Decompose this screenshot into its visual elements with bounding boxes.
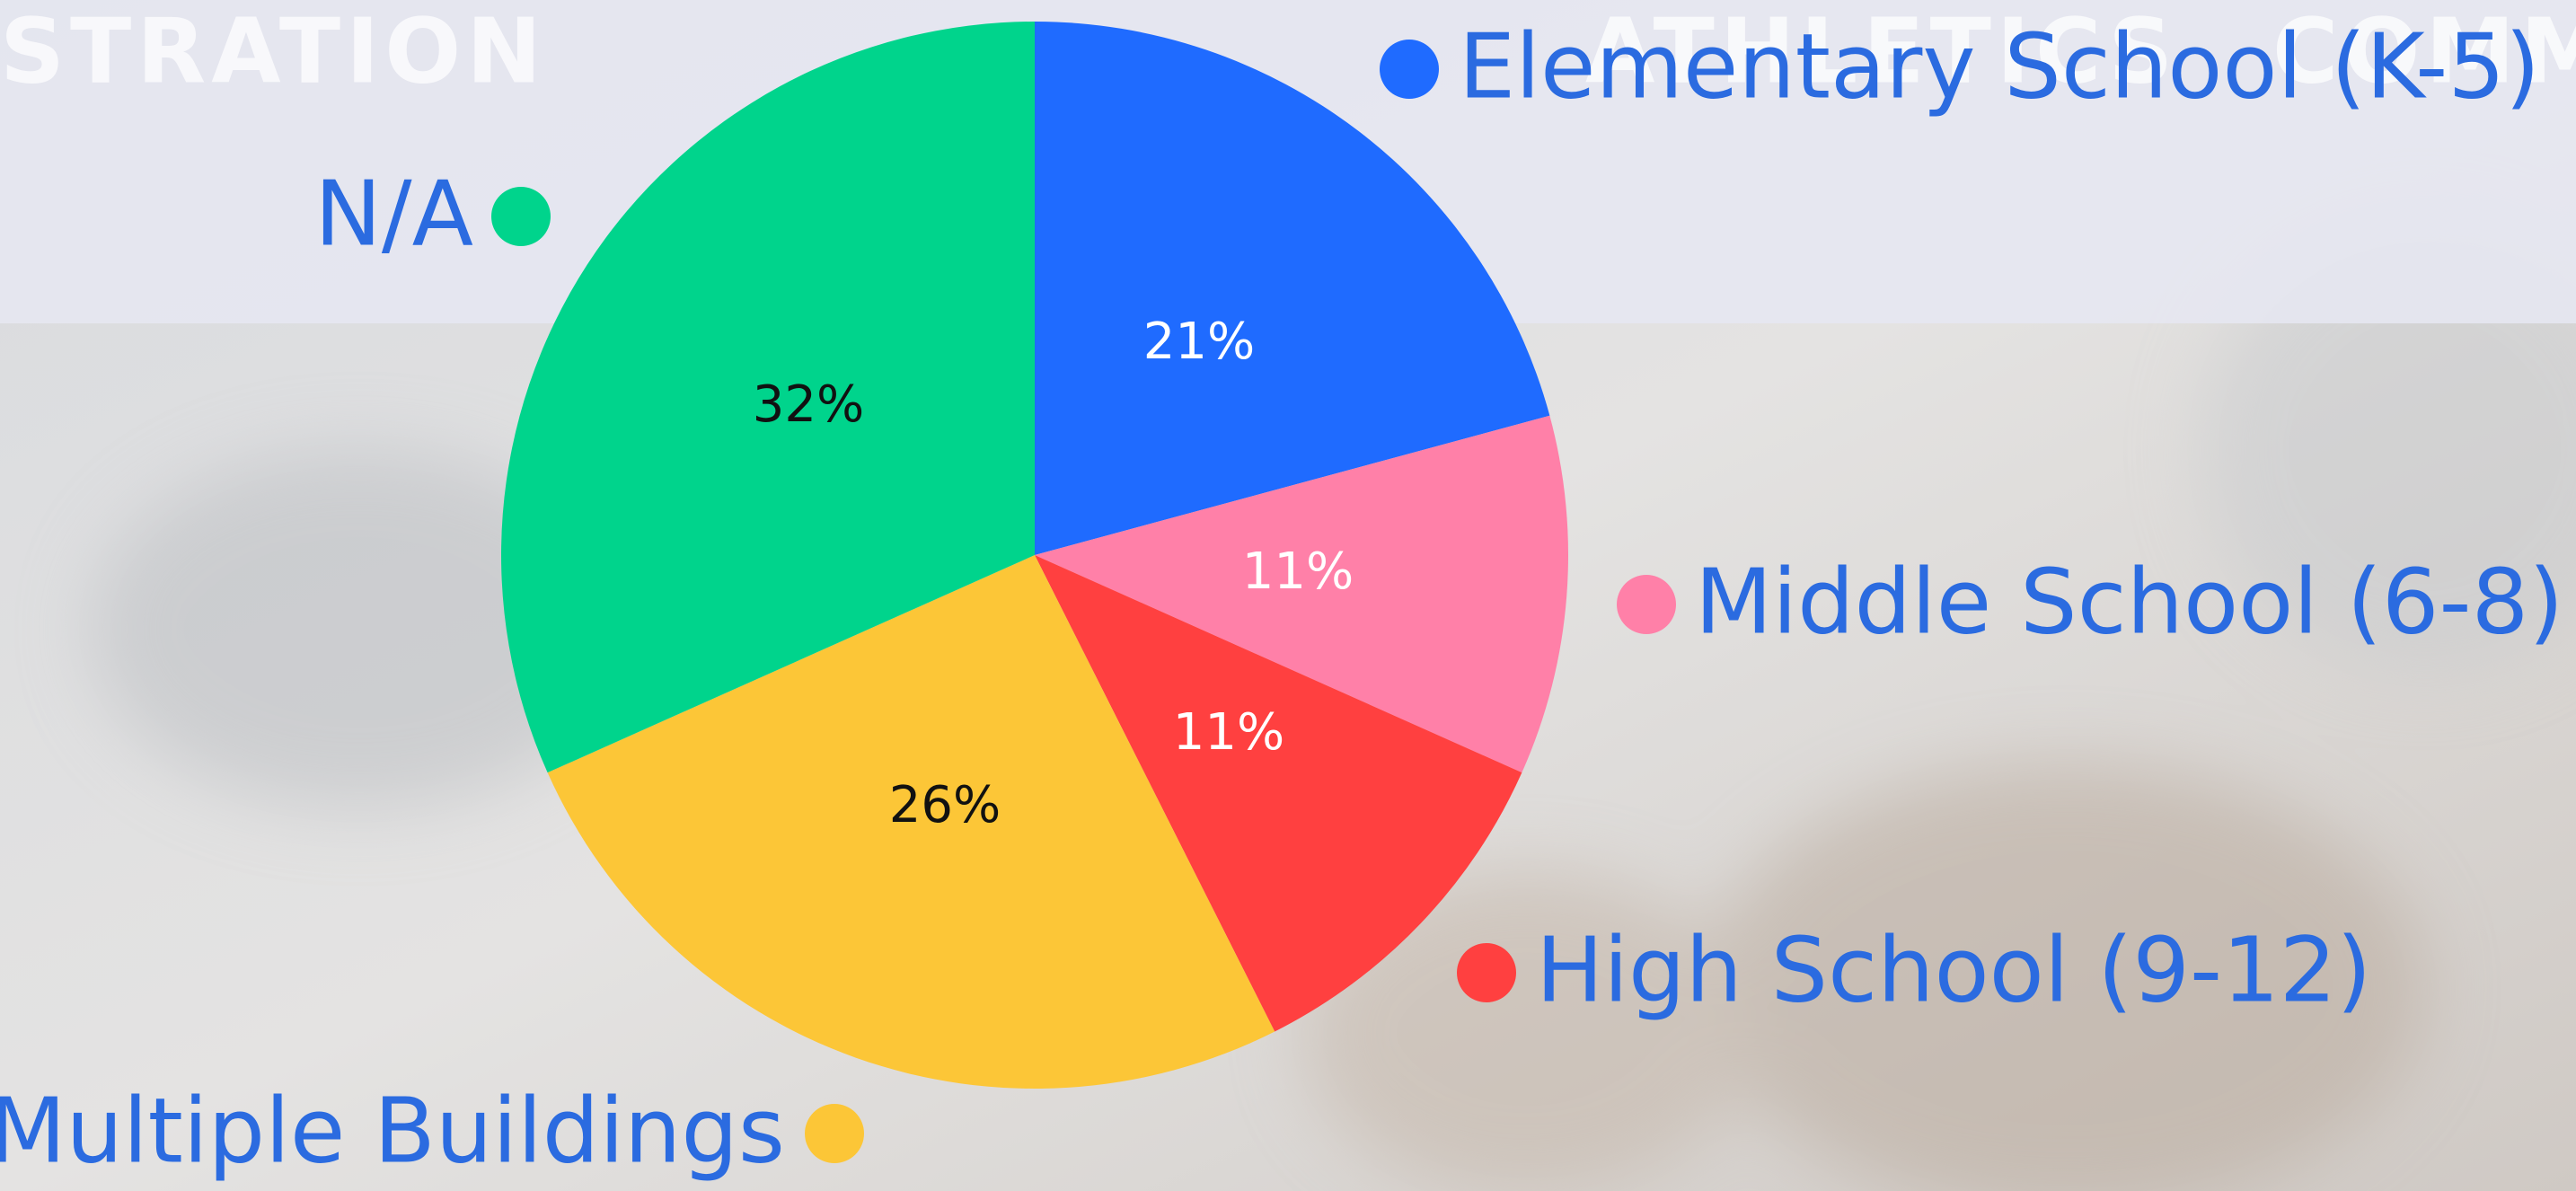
legend-dot bbox=[1457, 943, 1516, 1002]
pie-slice bbox=[1035, 22, 1550, 555]
nav-item[interactable]: COMM bbox=[2272, 0, 2576, 103]
legend-label: Middle School (6-8) bbox=[1695, 549, 2563, 654]
slice-label: 11% bbox=[1242, 543, 1354, 601]
slice-label: 11% bbox=[1173, 703, 1284, 762]
pie-slice bbox=[501, 22, 1035, 773]
legend-dot bbox=[1380, 40, 1439, 99]
legend-dot bbox=[805, 1104, 864, 1163]
nav-item[interactable]: ATHLETICS bbox=[1585, 0, 2178, 103]
legend-dot bbox=[1617, 575, 1676, 634]
pie-slice bbox=[1035, 415, 1568, 773]
pie-chart: 21% 11% 11% 26% 32% bbox=[501, 22, 1568, 1090]
pie-slice bbox=[1035, 555, 1522, 1032]
legend-label: N/A bbox=[314, 161, 473, 266]
legend-label: High School (9-12) bbox=[1536, 917, 2371, 1022]
blurred-photo bbox=[90, 225, 2576, 1191]
legend-label: Elementary School (K-5) bbox=[1459, 13, 2540, 119]
legend-label: Multiple Buildings bbox=[0, 1078, 785, 1183]
legend-dot bbox=[491, 187, 551, 246]
nav-item[interactable]: STRATION bbox=[0, 0, 547, 103]
slice-label: 32% bbox=[753, 375, 864, 434]
pie-slice bbox=[547, 555, 1275, 1090]
slice-label: 26% bbox=[889, 776, 1001, 834]
slice-label: 21% bbox=[1143, 313, 1255, 371]
